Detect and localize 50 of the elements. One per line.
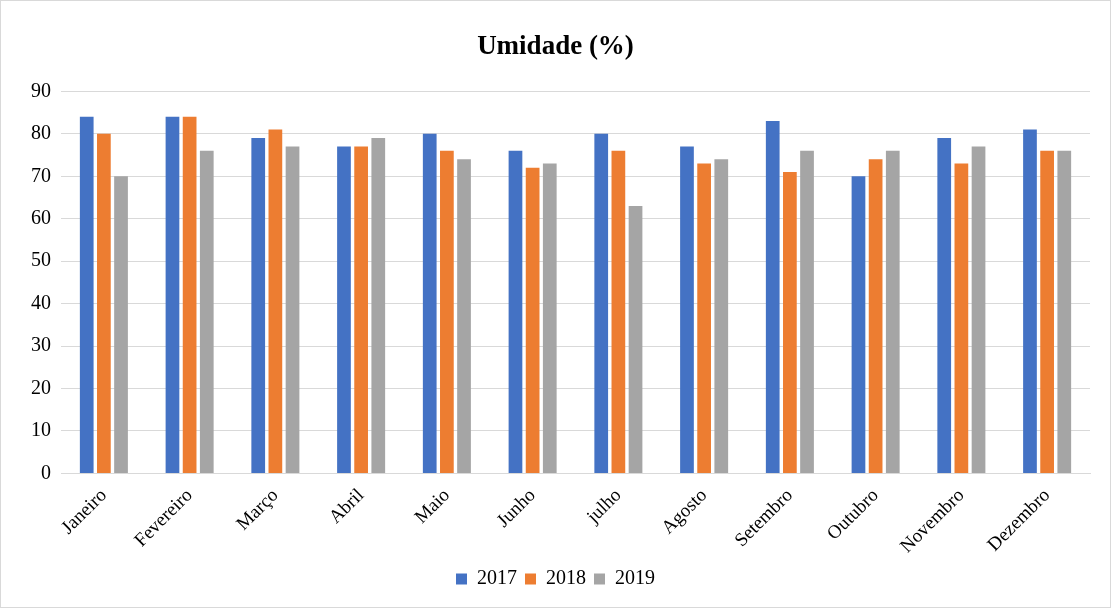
- y-tick-label: 0: [41, 460, 51, 483]
- bar: [440, 150, 454, 473]
- bar: [165, 116, 180, 473]
- bar: [1057, 150, 1072, 473]
- y-tick-label: 60: [31, 205, 51, 228]
- legend-label: 2019: [615, 566, 655, 589]
- bar: [251, 138, 266, 473]
- bar: [114, 176, 128, 473]
- bar: [457, 159, 471, 473]
- chart-title: Umidade (%): [477, 30, 634, 61]
- bar: [885, 150, 900, 473]
- bar: [199, 150, 214, 473]
- y-tick-label: 30: [31, 333, 51, 356]
- bar: [79, 116, 94, 473]
- bar: [525, 167, 540, 473]
- y-tick-label: 70: [31, 163, 51, 186]
- bar: [971, 146, 986, 473]
- bar: [594, 133, 609, 473]
- bar: [954, 163, 969, 473]
- y-tick-label: 40: [31, 290, 51, 313]
- bar: [542, 163, 557, 473]
- bar: [1023, 129, 1037, 473]
- bar: [285, 146, 300, 473]
- bar: [937, 138, 952, 473]
- bar: [714, 159, 729, 473]
- bar: [182, 116, 197, 473]
- bar: [765, 121, 780, 473]
- bar: [371, 138, 386, 473]
- bar: [611, 150, 626, 473]
- bar: [783, 172, 797, 473]
- y-tick-label: 90: [31, 78, 51, 101]
- bar: [697, 163, 711, 473]
- bar: [851, 176, 866, 473]
- y-tick-label: 50: [31, 248, 51, 271]
- legend-label: 2018: [546, 566, 586, 589]
- y-tick-label: 20: [31, 375, 51, 398]
- bar: [1040, 150, 1054, 473]
- bar: [800, 150, 814, 473]
- y-tick-label: 80: [31, 121, 51, 144]
- bar: [628, 206, 643, 473]
- bar: [868, 159, 883, 473]
- bar: [337, 146, 351, 473]
- bar: [354, 146, 368, 473]
- bar: [268, 129, 283, 473]
- bar: [97, 133, 111, 473]
- legend-label: 2017: [477, 566, 517, 589]
- bar: [680, 146, 694, 473]
- bar: [508, 150, 523, 473]
- bar: [422, 133, 437, 473]
- y-tick-label: 10: [31, 418, 51, 441]
